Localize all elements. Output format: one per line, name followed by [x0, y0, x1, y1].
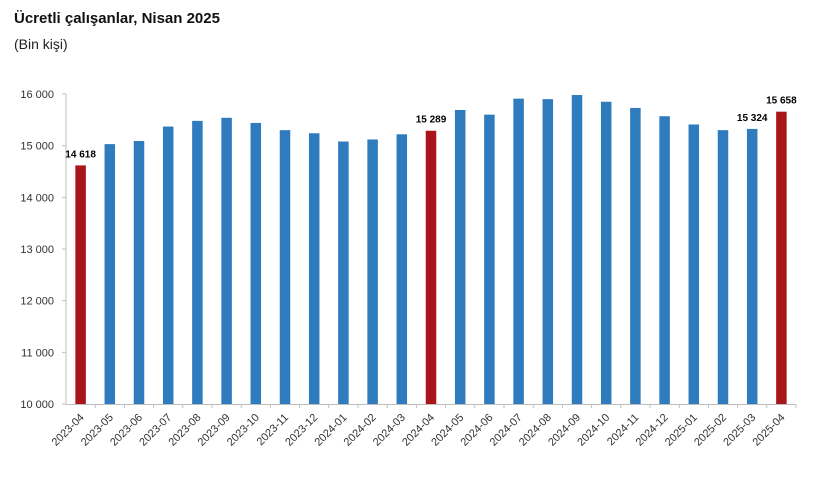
bar — [542, 99, 554, 405]
bar — [133, 141, 145, 404]
bar — [717, 130, 729, 404]
bar — [396, 134, 408, 405]
bar — [75, 165, 86, 404]
data-label: 15 324 — [737, 113, 768, 124]
bar — [250, 122, 262, 404]
y-tick-label: 16 000 — [20, 89, 54, 101]
bar — [221, 117, 232, 405]
bar — [367, 139, 378, 404]
x-tick-label: 2024-10 — [575, 412, 612, 449]
bar — [513, 98, 524, 405]
y-tick-label: 11 000 — [21, 347, 54, 359]
bar — [279, 130, 291, 404]
data-label: 14 618 — [65, 149, 96, 160]
bar — [338, 141, 349, 405]
bar — [454, 110, 466, 405]
chart-title: Ücretli çalışanlar, Nisan 2025 — [14, 10, 220, 27]
bar — [571, 95, 583, 405]
y-tick-label: 12 000 — [20, 296, 54, 308]
y-tick-label: 15 000 — [20, 141, 54, 153]
y-tick-label: 10 000 — [20, 399, 54, 411]
bar — [659, 116, 670, 404]
bar — [104, 144, 116, 404]
bar — [308, 133, 320, 404]
bar — [162, 126, 174, 405]
bar — [688, 124, 700, 404]
bar — [776, 111, 787, 405]
y-tick-label: 14 000 — [20, 192, 54, 204]
chart-subtitle: (Bin kişi) — [14, 36, 68, 52]
data-label: 15 289 — [416, 115, 447, 126]
x-tick-label: 2023-10 — [225, 412, 262, 449]
y-tick-label: 13 000 — [20, 244, 54, 256]
data-label: 15 658 — [766, 96, 797, 107]
bar — [630, 107, 641, 404]
x-tick-label: 2025-04 — [750, 412, 787, 449]
bar — [484, 114, 495, 405]
bar — [600, 101, 612, 404]
bar — [425, 130, 437, 405]
bar — [192, 120, 203, 404]
bar — [746, 128, 758, 404]
